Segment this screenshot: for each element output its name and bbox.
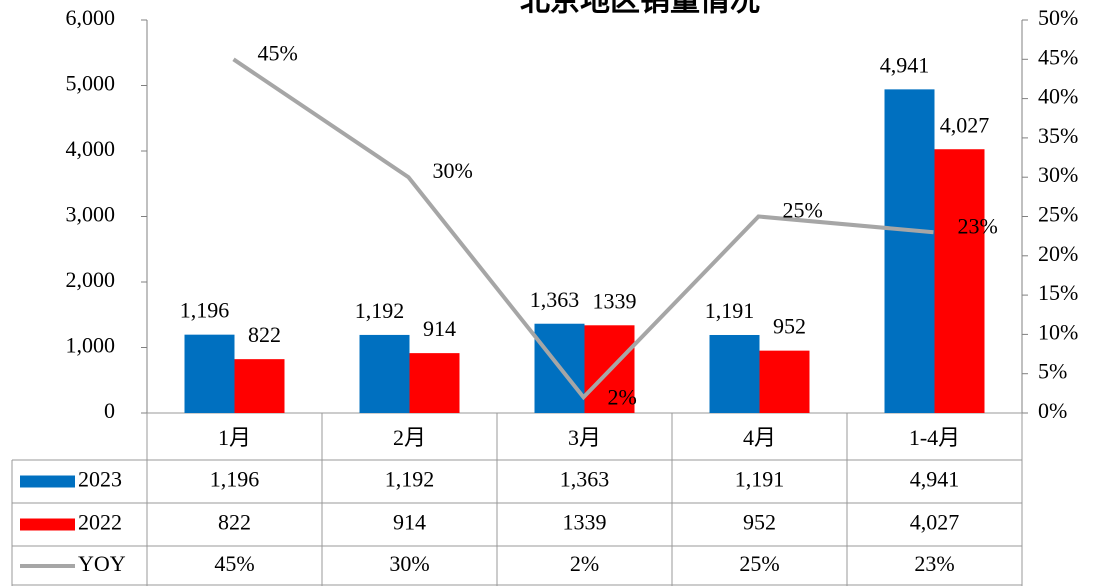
line-label: 2% [608,384,637,409]
bar [934,149,985,413]
y2-tick-label: 50% [1038,5,1078,30]
legend-swatch [20,518,75,531]
table-cell: 1,363 [560,467,610,492]
legend-label: 2023 [78,467,122,492]
chart-title: 北京地区销量情况 [520,0,760,19]
bar-label: 4,941 [880,52,930,77]
table-cell: 2% [570,551,599,576]
bar-label: 1339 [593,288,637,313]
x-tick-label: 1月 [218,425,251,450]
y-tick-label: 6,000 [66,5,116,30]
x-tick-label: 1-4月 [909,425,960,450]
y2-tick-label: 30% [1038,162,1078,187]
table-cell: 4,941 [910,467,960,492]
x-tick-label: 4月 [743,425,776,450]
line-label: 23% [958,213,998,238]
x-tick-label: 2月 [393,425,426,450]
table-cell: 1,196 [210,467,260,492]
bar-label: 1,191 [705,298,755,323]
bar [184,334,235,413]
y2-tick-label: 25% [1038,202,1078,227]
line [232,57,934,401]
line-label: 25% [783,198,823,223]
y-tick-label: 2,000 [66,267,116,292]
bar [759,350,810,413]
legend-swatch [20,475,75,488]
y-tick-label: 4,000 [66,136,116,161]
y2-tick-label: 20% [1038,241,1078,266]
bar-label: 1,363 [530,287,580,312]
table-cell: 822 [218,510,251,535]
bar-label: 1,196 [180,298,230,323]
bar [884,89,935,413]
table-cell: 1,191 [735,467,785,492]
table-cell: 30% [389,551,429,576]
y-tick-label: 5,000 [66,71,116,96]
bar-label: 914 [423,316,456,341]
y2-tick-label: 35% [1038,123,1078,148]
y2-tick-label: 0% [1038,398,1067,423]
y2-tick-label: 10% [1038,319,1078,344]
legend-label: YOY [78,551,126,576]
table-cell: 4,027 [910,510,960,535]
y-tick-label: 0 [104,398,115,423]
bar [709,334,760,413]
table-cell: 1,192 [385,467,435,492]
bar-label: 822 [248,322,281,347]
line-label: 30% [433,158,473,183]
bar-label: 952 [773,314,806,339]
y-tick-label: 1,000 [66,333,116,358]
table-cell: 1339 [563,510,607,535]
legend-label: 2022 [78,510,122,535]
y2-tick-label: 40% [1038,84,1078,109]
table-cell: 914 [393,510,426,535]
x-tick-label: 3月 [568,425,601,450]
bar [409,353,460,413]
y2-tick-label: 15% [1038,280,1078,305]
bar [359,334,410,413]
table-cell: 45% [214,551,254,576]
bar-label: 4,027 [940,112,990,137]
y2-tick-label: 5% [1038,359,1067,384]
line-label: 45% [258,40,298,65]
table-cell: 25% [739,551,779,576]
table-cell: 952 [743,510,776,535]
bar [234,359,285,413]
table-cell: 23% [914,551,954,576]
y2-tick-label: 45% [1038,44,1078,69]
bar-label: 1,192 [355,298,405,323]
y-tick-label: 3,000 [66,202,116,227]
